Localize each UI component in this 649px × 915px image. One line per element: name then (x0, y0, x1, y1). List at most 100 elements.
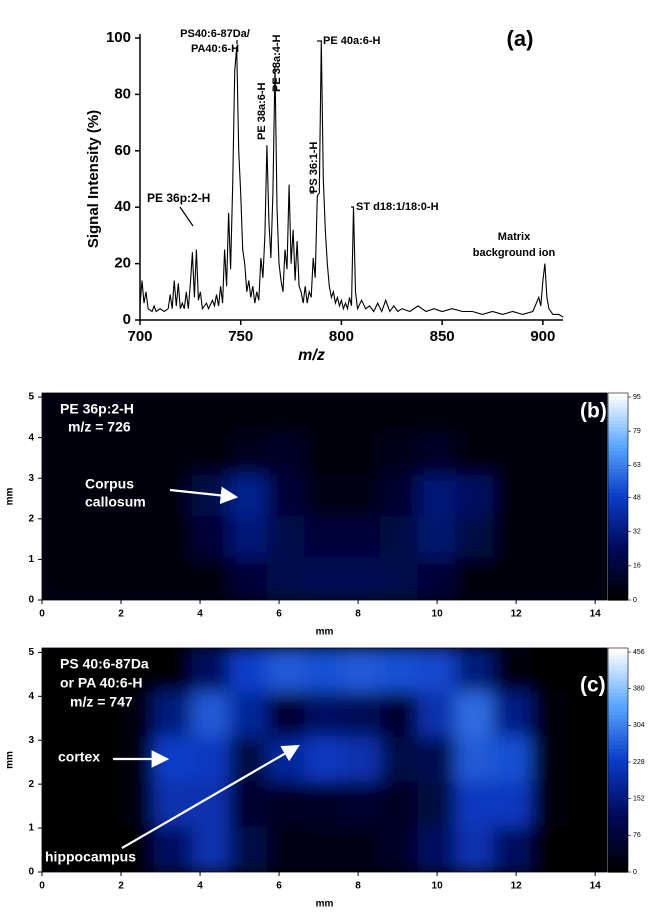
heatmap-cell (154, 557, 194, 600)
heatmap-cell (530, 516, 571, 560)
colorbar-step (608, 462, 628, 467)
heatmap-cell (342, 393, 382, 436)
heatmap-cell (342, 433, 382, 477)
heatmap-cell (229, 781, 269, 829)
annotation: background ion (473, 247, 556, 259)
colorbar-step (608, 468, 628, 473)
colorbar-step (608, 648, 628, 653)
colorbar-step (608, 789, 628, 795)
y-tick-label: 3 (28, 473, 34, 484)
heatmap-cell (229, 433, 269, 477)
colorbar-step (608, 793, 628, 798)
heatmap-cell (191, 557, 232, 600)
annotation: (a) (507, 26, 534, 51)
colorbar-step (608, 482, 628, 487)
x-tick-label: 0 (39, 881, 45, 892)
heatmap-cell (530, 557, 571, 600)
colorbar-step (608, 804, 628, 810)
colorbar-step (608, 596, 628, 601)
x-tick-label: 0 (39, 609, 45, 620)
colorbar-step (608, 417, 628, 422)
heatmap-cell (116, 691, 156, 739)
heatmap-cell (304, 474, 345, 519)
x-tick-label: 4 (197, 881, 203, 892)
heatmap-cell (154, 781, 194, 829)
heatmap-cell (191, 736, 232, 784)
colorbar-step (608, 572, 628, 577)
colorbar-step (608, 681, 628, 686)
heatmap-cell (229, 557, 269, 600)
heatmap-cell (455, 826, 495, 872)
colorbar-step (608, 827, 628, 832)
heatmap-cell (417, 393, 458, 436)
colorbar-step (608, 808, 628, 813)
colorbar-step (608, 475, 628, 480)
colorbar-step (608, 489, 628, 494)
colorbar-step (608, 849, 628, 854)
heatmap-cell (568, 557, 607, 600)
colorbar-step (608, 444, 628, 449)
colorbar-step (608, 582, 628, 587)
y-tick-label: 5 (28, 392, 34, 403)
colorbar-step (608, 527, 628, 532)
colorbar-step (608, 465, 628, 470)
heatmap-cell (42, 557, 81, 600)
heatmap-cell (78, 474, 119, 519)
colorbar-label: 0 (633, 597, 637, 604)
heatmap-cell (493, 433, 533, 477)
y-tick-label: 1 (28, 823, 34, 834)
colorbar-step (608, 499, 628, 504)
colorbar-step (608, 651, 628, 657)
colorbar-step (608, 733, 628, 739)
annotation: or PA 40:6-H (60, 675, 142, 691)
x-axis-label: mm (316, 899, 334, 910)
y-tick-label: 80 (114, 85, 131, 102)
heatmap-cell (116, 781, 156, 829)
colorbar-step (608, 486, 628, 491)
colorbar-step (608, 589, 628, 594)
heatmap-cell (304, 648, 345, 694)
heatmap-cell (42, 393, 81, 436)
heatmap-cell (380, 648, 420, 694)
heatmap-cell (304, 516, 345, 560)
heatmap-cell (116, 557, 156, 600)
colorbar-step (608, 548, 628, 553)
colorbar-frame (607, 392, 629, 601)
y-tick-label: 100 (106, 29, 131, 46)
heatmap-cell (78, 826, 119, 872)
y-tick-label: 2 (28, 513, 34, 524)
heatmap-cell (78, 736, 119, 784)
annotation: m/z = 747 (70, 694, 133, 710)
heatmap-cell (455, 474, 495, 519)
heatmap-cell (267, 826, 307, 872)
colorbar-step (608, 782, 628, 787)
heatmap-cell (42, 736, 81, 784)
heatmap-cell (530, 691, 571, 739)
colorbar-frame (607, 647, 629, 873)
colorbar-step (608, 737, 628, 742)
heatmap-cell (493, 393, 533, 436)
annotation: PE 36p:2-H (147, 191, 210, 205)
plot-frame (41, 647, 608, 873)
colorbar-label: 0 (633, 869, 637, 876)
heatmap-cell (191, 516, 232, 560)
colorbar-step (608, 834, 628, 839)
heatmap-cell (267, 781, 307, 829)
heatmap-cell (267, 557, 307, 600)
colorbar-step (608, 838, 628, 843)
heatmap-cell (116, 393, 156, 436)
colorbar-step (608, 565, 628, 570)
heatmap-cell (380, 736, 420, 784)
colorbar-step (608, 662, 628, 668)
colorbar-step (608, 711, 628, 716)
colorbar-step (608, 812, 628, 817)
colorbar-step (608, 441, 628, 446)
heatmap-cell (530, 826, 571, 872)
heatmap-cell (78, 393, 119, 436)
colorbar-step (608, 774, 628, 780)
heatmap-cell (42, 433, 81, 477)
heatmap-cell (380, 433, 420, 477)
colorbar-step (608, 659, 628, 664)
y-tick-label: 60 (114, 142, 131, 159)
heatmap-cell (455, 648, 495, 694)
